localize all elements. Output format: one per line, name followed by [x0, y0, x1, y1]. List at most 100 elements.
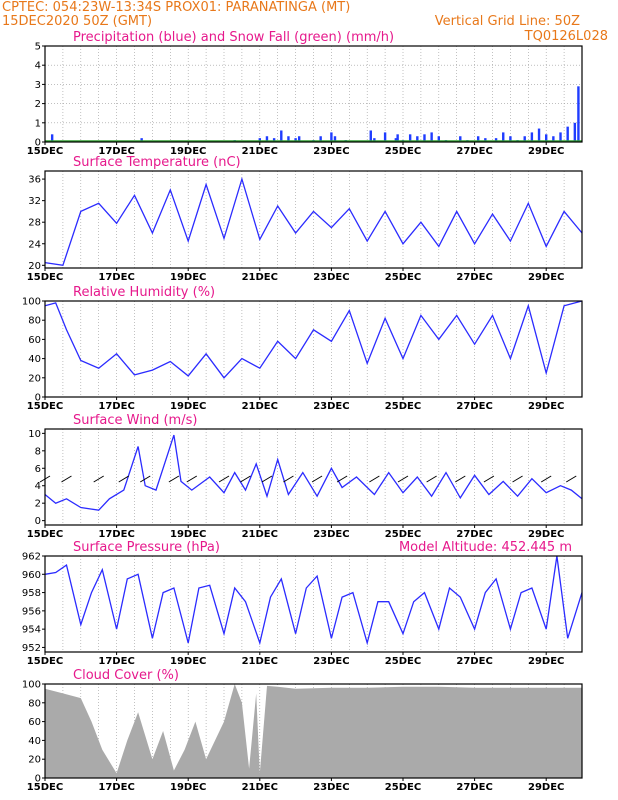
panel-title: Relative Humidity (%): [73, 285, 215, 300]
panels: 0 1 2 3 4 5 15DEC 17DEC 19DEC 21DEC 23DEC 25DEC 27DE…: [22, 30, 583, 793]
x-tick-label: 27DEC: [456, 401, 492, 412]
panel-1: 20 24 28 32 36 15DEC 17DEC 19DEC 21DEC 23DEC 25DEC…: [27, 155, 583, 283]
x-tick-label: 25DEC: [385, 401, 421, 412]
x-tick-label: 25DEC: [385, 782, 421, 793]
y-tick-label: 962: [22, 552, 41, 563]
precip-bar: [416, 136, 419, 142]
x-tick-label: 17DEC: [98, 146, 134, 157]
y-tick-label: 100: [22, 297, 41, 308]
wind-arrow: [261, 475, 273, 483]
precip-bar: [573, 122, 577, 142]
precip-bar: [394, 138, 398, 142]
x-tick-label: 29DEC: [528, 782, 564, 793]
x-tick-label: 27DEC: [456, 656, 492, 667]
x-tick-label: 23DEC: [313, 272, 349, 283]
y-tick-label: 28: [28, 218, 41, 229]
panel-frame: [44, 555, 583, 653]
y-tick-label: 60: [28, 717, 41, 728]
cloud-cover-area: [45, 684, 582, 778]
x-tick-label: 25DEC: [385, 529, 421, 540]
y-tick-label: 2: [35, 99, 41, 110]
wind-arrow: [283, 475, 294, 483]
wind-arrow: [139, 475, 151, 483]
panel-frame: [44, 683, 583, 779]
precip-bar: [408, 134, 412, 142]
y-tick-label: 956: [22, 606, 41, 617]
x-tick-label: 17DEC: [98, 782, 134, 793]
precip-bar: [559, 132, 562, 142]
x-tick-label: 21DEC: [242, 656, 278, 667]
y-tick-label: 6: [35, 464, 41, 475]
y-tick-label: 5: [35, 42, 41, 53]
y-tick-label: 3: [35, 80, 41, 91]
y-tick-label: 24: [28, 239, 41, 250]
header-date: 15DEC2020 50Z (GMT): [2, 14, 152, 29]
y-tick-label: 1: [35, 118, 41, 129]
precip-bar: [566, 126, 569, 142]
panel-4: 952 954 956 958 960 962 15DEC 17DEC 19DEC 21DEC 23…: [22, 540, 583, 667]
x-tick-label: 15DEC: [27, 272, 63, 283]
x-tick-label: 15DEC: [27, 146, 63, 157]
header-code: TQ0126L028: [524, 29, 608, 44]
panel-0: 0 1 2 3 4 5 15DEC 17DEC 19DEC 21DEC 23DEC 25DEC 27DE…: [27, 30, 583, 157]
wind-arrow: [369, 475, 380, 483]
panel-title: Precipitation (blue) and Snow Fall (gree…: [73, 30, 394, 45]
wind-arrow: [218, 475, 230, 483]
x-tick-label: 23DEC: [313, 656, 349, 667]
x-tick-label: 23DEC: [313, 529, 349, 540]
x-tick-label: 15DEC: [27, 656, 63, 667]
precip-bar: [297, 136, 301, 142]
x-tick-label: 29DEC: [528, 272, 564, 283]
y-tick-label: 80: [28, 316, 41, 327]
precip-bar: [537, 128, 541, 142]
wind-arrow: [455, 475, 466, 483]
y-tick-label: 8: [35, 446, 41, 457]
precip-bar: [577, 86, 580, 142]
panel-5: 0 20 40 60 80 100 15DEC 17DEC 19DEC 21DEC 23DEC 25D…: [22, 668, 583, 793]
y-tick-label: 100: [22, 680, 41, 691]
y-tick-label: 0: [35, 516, 41, 527]
precip-bar: [383, 132, 387, 142]
y-tick-label: 20: [28, 755, 41, 766]
wind-arrow: [168, 475, 180, 483]
panel-frame: [44, 170, 583, 269]
x-tick-label: 19DEC: [170, 656, 206, 667]
y-tick-label: 4: [35, 481, 41, 492]
wind-arrow: [118, 475, 130, 483]
header-grid-note: Vertical Grid Line: 50Z: [435, 14, 580, 29]
x-tick-label: 25DEC: [385, 146, 421, 157]
x-tick-label: 23DEC: [313, 146, 349, 157]
wind-arrow: [512, 475, 523, 483]
x-tick-label: 27DEC: [456, 272, 492, 283]
x-tick-label: 19DEC: [170, 272, 206, 283]
panel-title: Surface Pressure (hPa): [73, 540, 220, 555]
precip-bar: [494, 138, 498, 142]
panel-3: 0 2 4 6 8 10 15DEC 17DEC 19DEC 21DEC 23DEC 25DEC 27D…: [27, 413, 583, 540]
series-line: [44, 300, 583, 379]
panel-frame: [44, 428, 583, 526]
precip-bar: [430, 132, 433, 142]
x-tick-label: 15DEC: [27, 529, 63, 540]
precip-bar: [530, 132, 534, 142]
precip-bar: [502, 132, 505, 142]
x-tick-label: 23DEC: [313, 401, 349, 412]
y-tick-label: 40: [28, 354, 41, 365]
y-tick-label: 960: [22, 570, 41, 581]
x-tick-label: 27DEC: [456, 782, 492, 793]
precip-bar: [140, 138, 143, 142]
x-tick-label: 29DEC: [528, 529, 564, 540]
x-tick-label: 19DEC: [170, 782, 206, 793]
x-tick-label: 25DEC: [385, 272, 421, 283]
x-tick-label: 17DEC: [98, 656, 134, 667]
x-tick-label: 15DEC: [27, 782, 63, 793]
y-tick-label: 2: [35, 499, 41, 510]
panel-frame: [44, 45, 583, 143]
precip-bar: [319, 136, 322, 142]
y-tick-label: 4: [35, 61, 41, 72]
x-tick-label: 23DEC: [313, 782, 349, 793]
series-line: [44, 176, 583, 267]
wind-arrow: [336, 475, 348, 483]
precip-bar: [272, 138, 276, 142]
x-tick-label: 21DEC: [242, 529, 278, 540]
precip-bar: [523, 136, 526, 142]
